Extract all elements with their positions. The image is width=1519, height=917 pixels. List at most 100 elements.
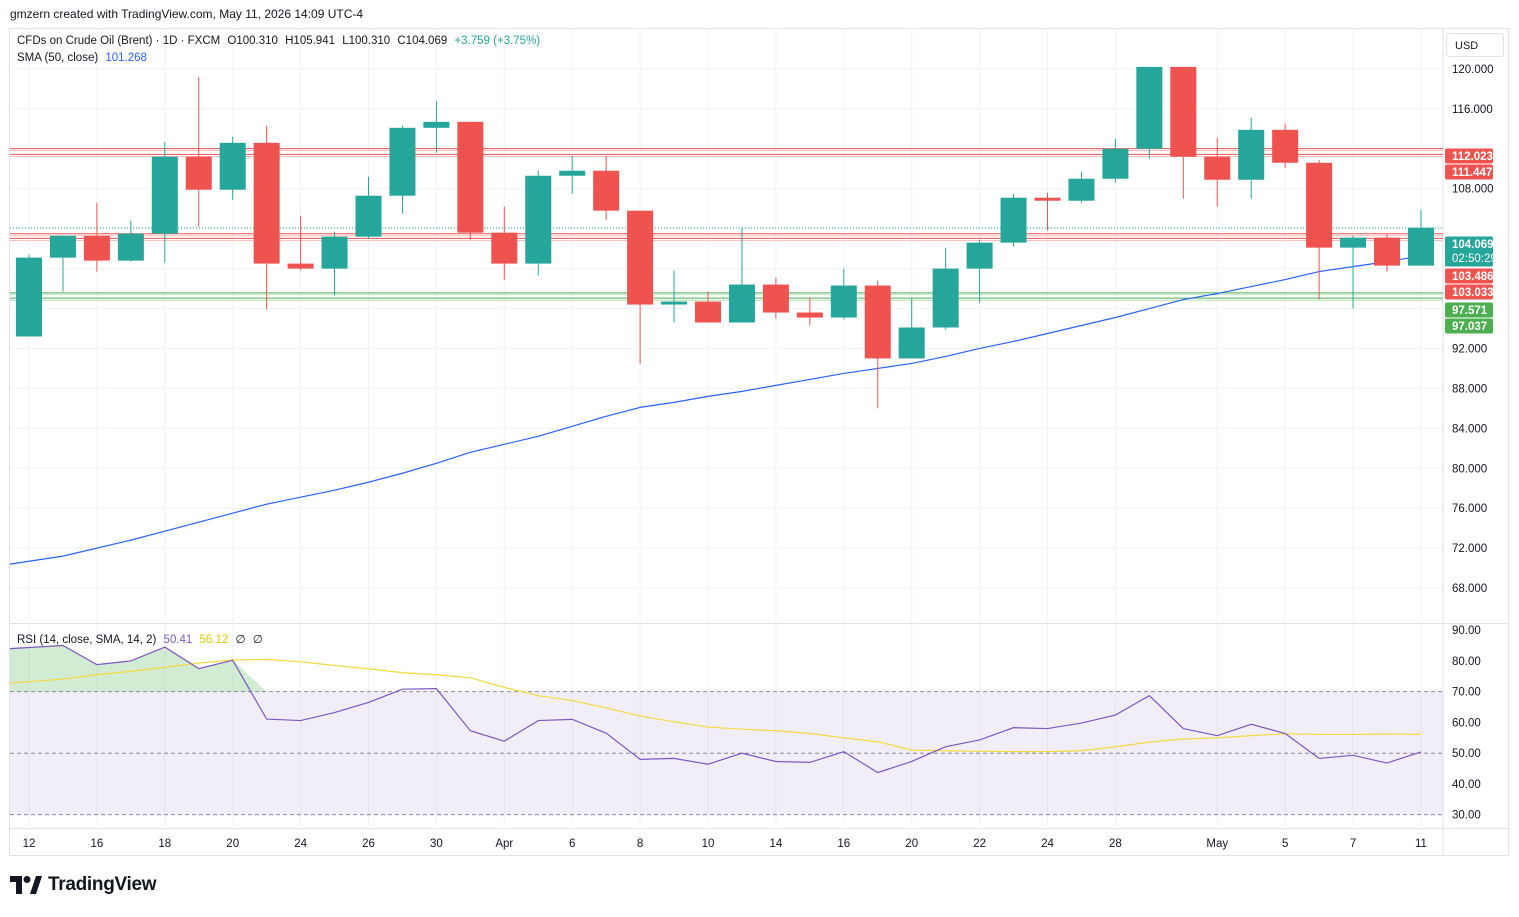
time-tick-label: 5 — [1282, 838, 1288, 850]
rsi-tick-label: 60.00 — [1452, 717, 1481, 729]
chart-credit: gmzern created with TradingView.com, May… — [10, 7, 364, 21]
candle-body — [457, 121, 484, 233]
candle-body — [117, 233, 144, 261]
time-tick-label: 11 — [1415, 838, 1427, 850]
rsi-extra-2: ∅ — [252, 634, 263, 646]
rsi-overbought-fill — [10, 645, 267, 692]
level-badge-bg — [1445, 268, 1493, 284]
time-tick-label: 24 — [1041, 838, 1054, 850]
candle-body — [1238, 129, 1265, 180]
candle-body — [830, 285, 857, 318]
ohlc-close: C104.069 — [397, 35, 448, 47]
rsi-tick-label: 70.00 — [1452, 687, 1481, 699]
rsi-tick-label: 30.00 — [1452, 810, 1481, 822]
rsi-sma-value: 56.12 — [199, 634, 229, 646]
time-axis: 12 16 18 20 24 26 30 Apr 6 8 10 14 16 20 22 24 28 May 5 7 11 — [23, 838, 1427, 850]
horizontal-levels — [10, 148, 1443, 301]
rsi-tick-label: 40.00 — [1452, 779, 1481, 791]
candle-body — [151, 156, 178, 234]
sma-label[interactable]: SMA (50, close) — [17, 52, 99, 64]
candle-body — [728, 284, 755, 323]
candle-body — [1170, 66, 1197, 157]
sma-value: 101.268 — [105, 52, 147, 64]
time-tick-label: 24 — [294, 838, 307, 850]
candle-body — [1102, 148, 1129, 179]
time-tick-label: 14 — [770, 838, 783, 850]
tradingview-logo[interactable]: TradingView — [10, 874, 157, 896]
sma-line — [9, 255, 1422, 565]
price-tick-label: 116.000 — [1452, 104, 1493, 116]
price-tick-label: 108.000 — [1452, 184, 1494, 196]
candle-body — [864, 285, 891, 359]
candle-body — [1272, 129, 1299, 163]
price-tick-label: 92.000 — [1452, 343, 1487, 355]
rsi-tick-label: 50.00 — [1452, 748, 1481, 760]
candle-body — [185, 156, 212, 190]
rsi-label[interactable]: RSI (14, close, SMA, 14, 2) — [17, 634, 157, 646]
candle-body — [321, 236, 348, 269]
rsi-sma-line — [9, 658, 1421, 753]
candle-body — [1068, 178, 1095, 201]
ohlc-open: O100.310 — [227, 35, 278, 47]
time-tick-label: May — [1206, 838, 1228, 850]
price-tick-label: 120.000 — [1452, 64, 1494, 76]
sma-polyline — [9, 255, 1422, 565]
candle-body — [932, 268, 959, 328]
rsi-tick-label: 90.00 — [1452, 625, 1481, 637]
candle-body — [423, 121, 450, 128]
last-price-badge: 104.069 — [1452, 239, 1494, 251]
sma-legend: SMA (50, close) 101.268 — [17, 52, 151, 64]
time-tick-label: 18 — [158, 838, 171, 850]
candle-body — [1407, 227, 1434, 266]
price-tick-label: 68.000 — [1452, 583, 1487, 595]
candle-body — [49, 235, 76, 258]
time-tick-label: 7 — [1350, 838, 1356, 850]
time-tick-label: 8 — [637, 838, 643, 850]
rsi-value: 50.41 — [163, 634, 193, 646]
candle-body — [559, 170, 586, 176]
price-tick-label: 76.000 — [1452, 503, 1487, 515]
candle-body — [1340, 237, 1367, 248]
time-tick-label: 20 — [226, 838, 239, 850]
time-tick-label: Apr — [495, 838, 513, 850]
level-badge: 103.033 — [1452, 287, 1494, 299]
candle-body — [83, 235, 110, 261]
time-tick-label: 28 — [1109, 838, 1122, 850]
candle-body — [1000, 197, 1027, 243]
level-badge: 97.037 — [1452, 321, 1487, 333]
candle-body — [219, 142, 246, 190]
candle-body — [389, 127, 416, 196]
time-tick-label: 30 — [430, 838, 443, 850]
symbol-title[interactable]: CFDs on Crude Oil (Brent) · 1D · FXCM — [17, 35, 221, 47]
time-tick-label: 22 — [973, 838, 986, 850]
main-legend: CFDs on Crude Oil (Brent) · 1D · FXCM O1… — [17, 35, 544, 47]
candles — [16, 66, 1434, 409]
rsi-extra-1: ∅ — [235, 634, 246, 646]
candle-body — [627, 210, 654, 305]
ohlc-low: L100.310 — [342, 35, 391, 47]
candle-body — [491, 232, 518, 264]
rsi-pane: 30.00 40.00 50.00 60.00 70.00 80.00 90.00 — [9, 625, 1481, 822]
ohlc-change: +3.759 (+3.75%) — [454, 35, 541, 47]
time-tick-label: 6 — [569, 838, 575, 850]
time-tick-label: 20 — [905, 838, 918, 850]
price-tick-label: 88.000 — [1452, 383, 1487, 395]
candle-body — [762, 284, 789, 313]
candle-body — [1374, 237, 1400, 266]
level-badge-bg — [1445, 284, 1493, 300]
currency-button[interactable]: USD — [1446, 33, 1504, 57]
chart-frame — [9, 28, 1509, 856]
level-badge-bg — [1445, 148, 1493, 164]
time-tick-label: 10 — [702, 838, 715, 850]
candle-body — [661, 301, 688, 305]
candle-body — [287, 263, 314, 269]
level-badge: 111.447 — [1452, 167, 1492, 179]
level-badge: 97.571 — [1452, 305, 1488, 317]
candle-body — [796, 312, 823, 318]
candle-body — [1306, 162, 1333, 248]
candle-body — [16, 257, 42, 337]
time-tick-label: 12 — [23, 838, 36, 850]
last-price-badge-countdown: 02:50:29 — [1452, 253, 1497, 265]
tradingview-logo-icon — [10, 876, 42, 894]
